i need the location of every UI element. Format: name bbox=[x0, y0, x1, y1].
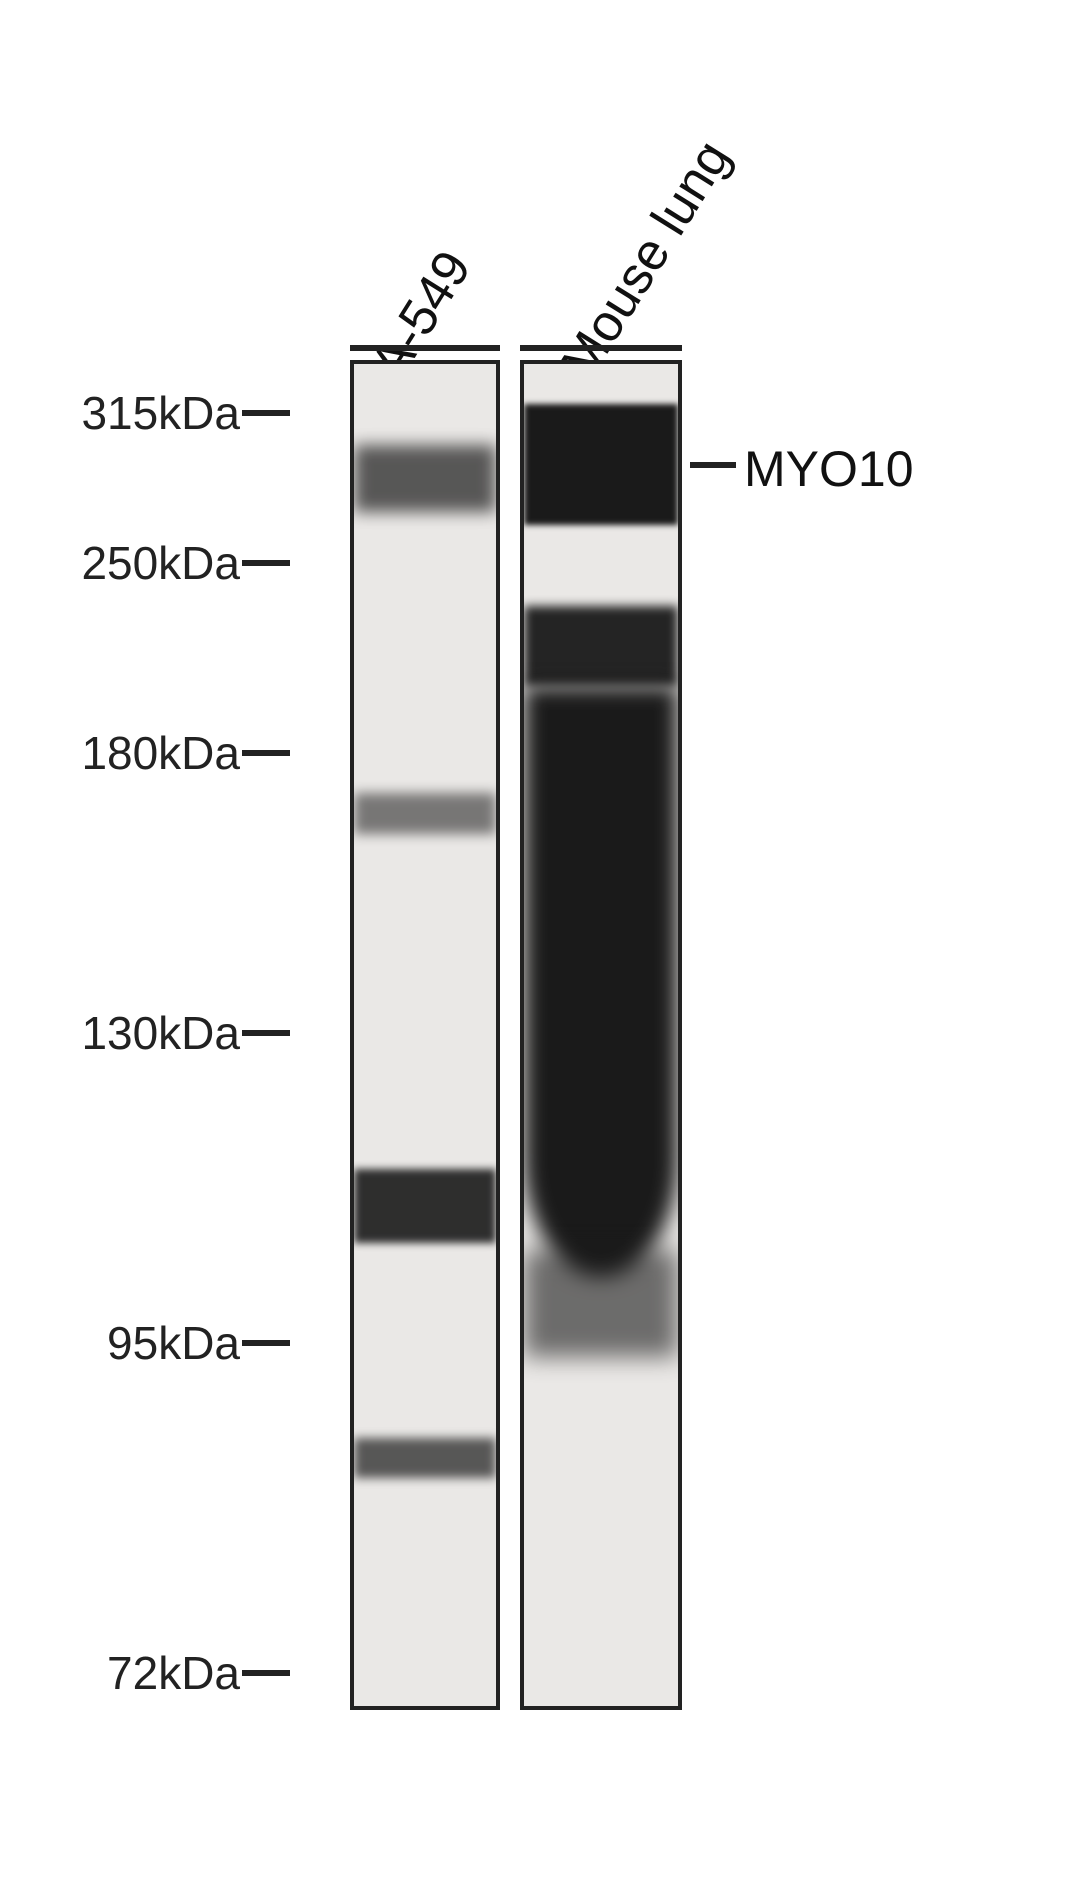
ladder-tick bbox=[242, 750, 290, 756]
ladder-tick bbox=[242, 410, 290, 416]
band bbox=[524, 606, 678, 687]
ladder-marker: 315kDa bbox=[50, 386, 290, 440]
ladder-label: 250kDa bbox=[50, 536, 240, 590]
ladder-tick bbox=[242, 1340, 290, 1346]
ladder-marker: 250kDa bbox=[50, 536, 290, 590]
ladder-label: 130kDa bbox=[50, 1006, 240, 1060]
target-label: MYO10 bbox=[744, 440, 914, 498]
band bbox=[524, 404, 678, 525]
western-blot-figure: A-549 Mouse lung 315kDa 250kDa 180kDa 13… bbox=[50, 50, 1030, 1830]
lane-underline-2 bbox=[520, 345, 682, 351]
ladder-marker: 180kDa bbox=[50, 726, 290, 780]
ladder-tick bbox=[242, 1030, 290, 1036]
smear bbox=[524, 1250, 678, 1357]
ladder-marker: 72kDa bbox=[50, 1646, 290, 1700]
ladder-tick bbox=[242, 560, 290, 566]
band bbox=[354, 1169, 496, 1243]
smear bbox=[524, 686, 678, 1276]
target-tick bbox=[690, 462, 736, 468]
lane-underline-1 bbox=[350, 345, 500, 351]
lane-label-2: Mouse lung bbox=[549, 130, 742, 390]
ladder-label: 180kDa bbox=[50, 726, 240, 780]
ladder-marker: 130kDa bbox=[50, 1006, 290, 1060]
ladder-label: 315kDa bbox=[50, 386, 240, 440]
ladder-label: 72kDa bbox=[50, 1646, 240, 1700]
band bbox=[354, 1438, 496, 1478]
blot-lane-a549 bbox=[350, 360, 500, 1710]
ladder-label: 95kDa bbox=[50, 1316, 240, 1370]
band bbox=[354, 445, 496, 512]
band bbox=[354, 793, 496, 833]
ladder-marker: 95kDa bbox=[50, 1316, 290, 1370]
blot-lane-mouse-lung bbox=[520, 360, 682, 1710]
ladder-tick bbox=[242, 1670, 290, 1676]
